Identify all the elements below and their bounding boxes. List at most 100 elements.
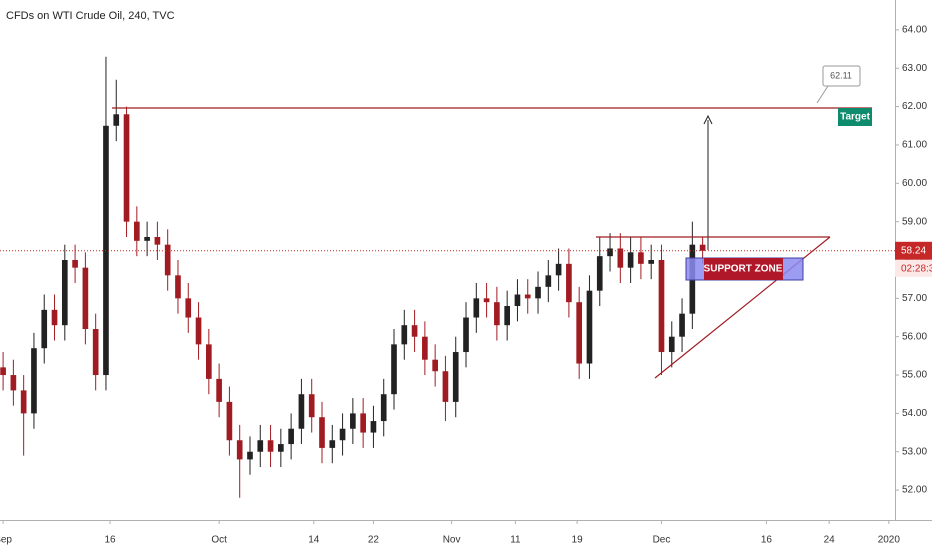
y-tick-label: 55.00 bbox=[902, 370, 927, 381]
candle-body bbox=[391, 344, 397, 395]
x-tick-label: 16 bbox=[105, 535, 117, 546]
candle-body bbox=[617, 248, 624, 268]
x-tick-label: 22 bbox=[368, 535, 380, 546]
candle-body bbox=[123, 114, 130, 222]
candle-body bbox=[483, 298, 490, 303]
candle-body bbox=[92, 329, 99, 376]
candle-body bbox=[350, 413, 356, 429]
callout-text: 62.11 bbox=[830, 70, 852, 80]
candle-body bbox=[206, 344, 212, 379]
candle-body bbox=[195, 317, 202, 345]
candle-body bbox=[267, 440, 274, 452]
candle-body bbox=[648, 260, 655, 264]
support-zone-label: SUPPORT ZONE bbox=[704, 264, 783, 275]
x-tick-label: 24 bbox=[824, 535, 836, 546]
y-tick-label: 62.00 bbox=[902, 101, 927, 112]
callout-pointer bbox=[816, 85, 829, 104]
candle-body bbox=[473, 298, 480, 318]
x-tick-label: Nov bbox=[443, 535, 461, 546]
candle-body bbox=[463, 317, 469, 353]
candle-body bbox=[380, 394, 387, 422]
chart-title: CFDs on WTI Crude Oil, 240, TVC bbox=[6, 10, 175, 22]
countdown-label: 02:28:32 bbox=[901, 263, 932, 274]
candle-body bbox=[607, 248, 613, 257]
y-tick-label: 61.00 bbox=[902, 140, 927, 151]
y-tick-label: 53.00 bbox=[902, 446, 927, 457]
candle-body bbox=[638, 252, 644, 264]
candle-body bbox=[329, 440, 336, 448]
candle-body bbox=[442, 371, 449, 402]
candle-body bbox=[668, 336, 675, 353]
candle-body bbox=[226, 401, 233, 441]
candle-body bbox=[298, 394, 305, 429]
candle-body bbox=[61, 260, 68, 326]
x-tick-label: Sep bbox=[0, 535, 12, 546]
candle-body bbox=[185, 298, 192, 318]
candle-body bbox=[82, 267, 89, 330]
candle-body bbox=[154, 236, 161, 245]
candle-body bbox=[319, 417, 325, 448]
y-tick-label: 56.00 bbox=[902, 331, 927, 342]
candle-body bbox=[401, 325, 408, 345]
candle-body bbox=[679, 313, 685, 337]
candle-body bbox=[133, 221, 140, 241]
candle-body bbox=[658, 260, 665, 353]
candle-body bbox=[339, 428, 346, 441]
candle-body bbox=[514, 294, 521, 307]
target-label-box bbox=[838, 108, 872, 126]
candle-body bbox=[555, 263, 562, 276]
candle-body bbox=[0, 367, 6, 376]
y-tick-label: 60.00 bbox=[902, 178, 927, 189]
support-zone-label-box bbox=[704, 258, 783, 280]
candle-body bbox=[72, 260, 78, 268]
candle-body bbox=[308, 394, 315, 418]
candle-body bbox=[175, 275, 181, 299]
last-price-box bbox=[895, 241, 932, 260]
callout-box bbox=[822, 65, 861, 87]
x-tick-label: 16 bbox=[761, 535, 773, 546]
candle-body bbox=[288, 428, 294, 445]
y-tick-label: 59.00 bbox=[902, 216, 927, 227]
candle-body bbox=[278, 444, 284, 452]
y-tick-label: 54.00 bbox=[902, 408, 927, 419]
x-tick-label: 11 bbox=[510, 535, 521, 546]
candle-body bbox=[576, 302, 583, 364]
candle-body bbox=[51, 309, 58, 326]
candle-body bbox=[236, 440, 243, 460]
candle-body bbox=[545, 275, 552, 287]
last-price-label: 58.24 bbox=[901, 245, 926, 256]
target-label: Target bbox=[840, 112, 870, 123]
candle-body bbox=[452, 352, 459, 402]
candle-body bbox=[432, 359, 438, 372]
candle-body bbox=[566, 263, 572, 303]
candle-body bbox=[504, 306, 510, 326]
x-tick-label: Dec bbox=[653, 535, 671, 546]
candle-body bbox=[586, 290, 593, 364]
x-tick-label: Oct bbox=[211, 535, 227, 546]
candle-body bbox=[10, 375, 17, 391]
candle-body bbox=[144, 236, 150, 241]
candle-body bbox=[535, 286, 541, 299]
y-tick-label: 52.00 bbox=[902, 485, 927, 496]
candle-body bbox=[20, 390, 27, 414]
candle-body bbox=[699, 244, 706, 251]
y-tick-label: 63.00 bbox=[902, 63, 927, 74]
x-tick-label: 14 bbox=[308, 535, 320, 546]
candle-body bbox=[411, 325, 418, 337]
candle-body bbox=[422, 336, 428, 360]
candle-body bbox=[113, 114, 120, 126]
x-tick-label: 19 bbox=[572, 535, 584, 546]
candle-body bbox=[257, 440, 264, 452]
arrow-head bbox=[703, 114, 713, 125]
x-tick-label: 2020 bbox=[878, 535, 901, 546]
countdown-box bbox=[895, 259, 932, 277]
candle-body bbox=[164, 244, 171, 276]
candle-body bbox=[31, 348, 37, 414]
candle-body bbox=[596, 256, 603, 291]
candle-body bbox=[370, 421, 377, 433]
candle-body bbox=[627, 252, 634, 268]
candle-body bbox=[247, 451, 253, 460]
y-tick-label: 64.00 bbox=[902, 25, 927, 36]
candle-body bbox=[360, 413, 366, 433]
